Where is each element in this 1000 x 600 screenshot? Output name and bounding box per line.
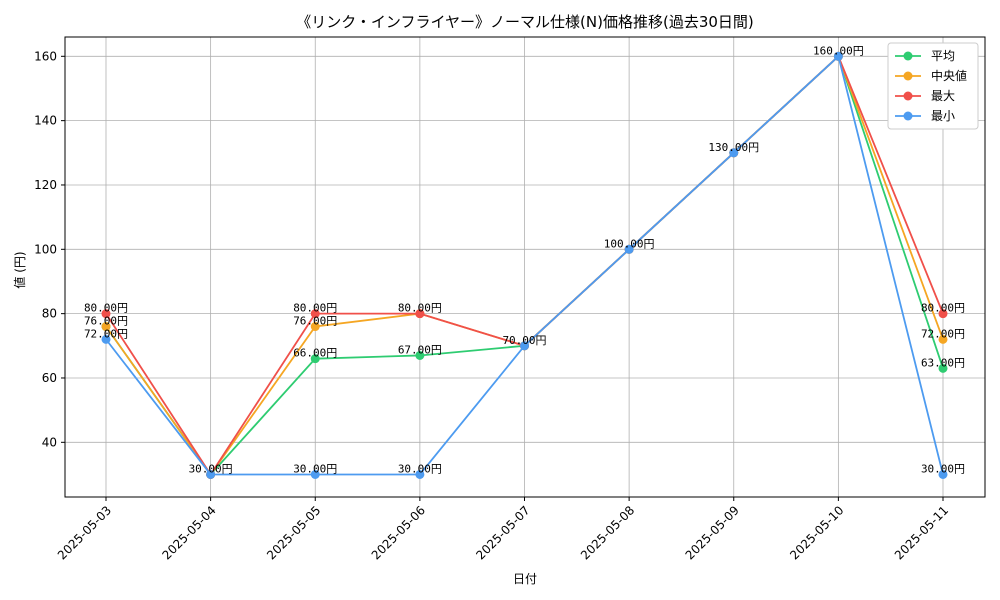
data-point (938, 309, 948, 319)
y-tick-label: 60 (42, 371, 57, 385)
x-axis: 2025-05-03 2025-05-04 2025-05-05 2025-05-06… (55, 497, 951, 562)
legend-marker (903, 111, 913, 121)
series-lines (101, 51, 948, 479)
data-label: 67.00円 (398, 343, 442, 356)
y-tick-label: 160 (34, 49, 57, 63)
legend-marker (903, 71, 913, 81)
data-point (520, 341, 529, 351)
chart-title: 《リンク・インフライヤー》ノーマル仕様(N)価格推移(過去30日間) (296, 13, 754, 31)
data-label: 66.00円 (293, 347, 337, 360)
data-point (310, 469, 320, 479)
data-point (310, 354, 320, 364)
plot-frame (64, 36, 986, 498)
data-label: 100.00円 (604, 237, 655, 250)
x-tick-label: 2025-05-08 (578, 503, 637, 562)
legend-marker (903, 91, 913, 101)
y-tick-label: 80 (42, 307, 57, 321)
data-label: 30.00円 (293, 462, 337, 475)
data-point (415, 469, 425, 479)
legend-label: 最小 (931, 109, 955, 123)
data-point (938, 469, 948, 479)
data-label: 80.00円 (921, 302, 965, 315)
data-labels: 76.00円80.00円72.00円30.00円66.00円76.00円80.0… (84, 44, 965, 475)
data-label: 80.00円 (293, 302, 337, 315)
data-point (938, 334, 948, 344)
data-label: 72.00円 (84, 327, 128, 340)
data-label: 70.00円 (502, 334, 546, 347)
data-point (310, 322, 320, 332)
data-label: 30.00円 (398, 462, 442, 475)
data-point (624, 244, 634, 254)
x-axis-label: 日付 (513, 572, 537, 586)
data-label: 30.00円 (189, 462, 233, 475)
data-point (833, 51, 843, 61)
data-label: 72.00円 (921, 327, 965, 340)
legend-label: 平均 (931, 49, 955, 63)
grid (65, 37, 985, 497)
data-label: 160.00円 (813, 44, 864, 57)
x-tick-label: 2025-05-03 (55, 503, 114, 562)
data-point (101, 334, 111, 344)
x-tick-label: 2025-05-11 (892, 503, 951, 562)
legend-marker (903, 51, 913, 61)
data-label: 76.00円 (293, 315, 337, 328)
legend-label: 中央値 (931, 68, 967, 83)
data-point (938, 363, 948, 373)
legend-box (887, 42, 979, 130)
data-point (206, 469, 216, 479)
data-label: 63.00円 (921, 356, 965, 369)
y-tick-label: 100 (34, 242, 57, 256)
x-tick-label: 2025-05-06 (369, 503, 428, 562)
data-point (101, 322, 111, 332)
legend-label: 最大 (931, 89, 955, 103)
x-tick-label: 2025-05-04 (160, 503, 219, 562)
data-label: 130.00円 (708, 141, 759, 154)
y-tick-label: 140 (34, 114, 57, 128)
data-label: 30.00円 (921, 462, 965, 475)
data-point (101, 309, 111, 319)
data-point (415, 350, 425, 360)
x-tick-label: 2025-05-07 (473, 503, 532, 562)
x-tick-label: 2025-05-09 (683, 503, 742, 562)
data-point (415, 309, 425, 319)
x-tick-label: 2025-05-10 (787, 503, 846, 562)
data-label: 80.00円 (84, 302, 128, 315)
data-label: 76.00円 (84, 315, 128, 328)
data-point (729, 148, 739, 158)
y-tick-label: 120 (34, 178, 57, 192)
y-axis: 40 60 80 100 120 140 160 (34, 49, 65, 449)
data-point (310, 309, 320, 319)
x-tick-label: 2025-05-05 (264, 503, 323, 562)
y-axis-label: 値 (円) (12, 251, 27, 288)
data-label: 80.00円 (398, 302, 442, 315)
y-tick-label: 40 (42, 435, 57, 449)
